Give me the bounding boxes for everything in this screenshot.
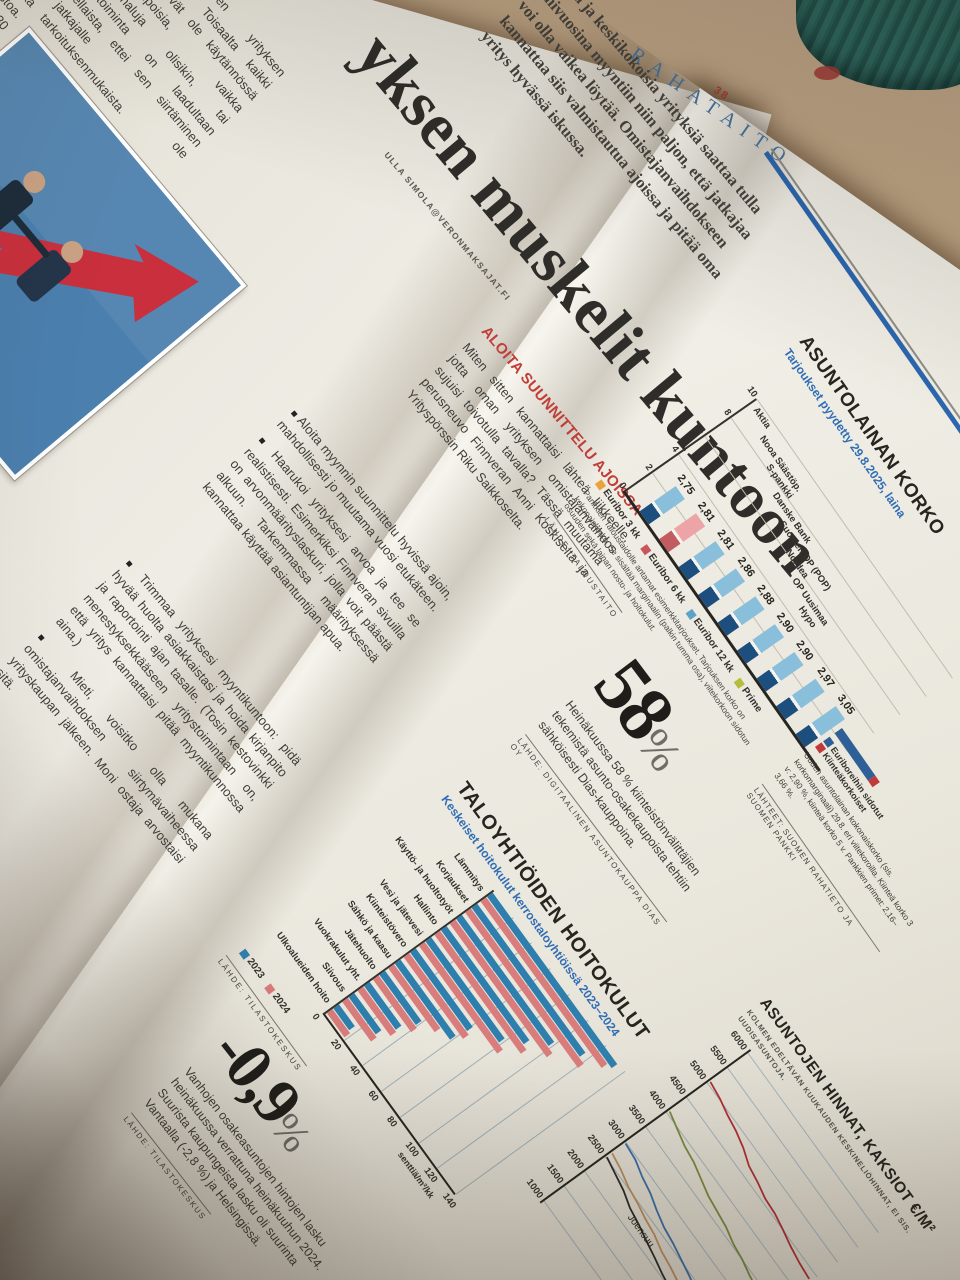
- y-tick-label: 4000: [647, 1088, 668, 1112]
- y-tick-label: 4500: [667, 1073, 688, 1097]
- y-tick-label: 2000: [565, 1147, 586, 1171]
- price-line: [606, 1156, 707, 1280]
- korko-bar: [756, 651, 804, 692]
- y-tick-label: 10: [744, 384, 760, 400]
- x-tick-label: 60: [365, 1088, 381, 1104]
- y-tick-label: 2: [642, 462, 655, 473]
- red-yarn: [814, 66, 840, 80]
- korko-bar: [678, 541, 725, 581]
- korko-bar: [659, 513, 706, 553]
- price-line: [612, 1152, 714, 1280]
- legend-swatch: [640, 543, 652, 555]
- gridline: [686, 1096, 819, 1278]
- legend-swatch: [734, 677, 746, 689]
- legend-swatch: [239, 948, 251, 960]
- x-tick-label: 40: [346, 1063, 362, 1079]
- y-tick-label: 6: [695, 425, 708, 437]
- y-tick-label: 0: [616, 480, 629, 492]
- y-tick-label: 4: [668, 443, 681, 455]
- y-tick-label: 1000: [524, 1177, 545, 1201]
- korko-bar-category: Aktia: [750, 405, 773, 431]
- y-tick-label: 3500: [626, 1103, 647, 1127]
- knit-fabric: [796, 0, 960, 90]
- y-tick-label: 2500: [585, 1132, 606, 1156]
- korko-bar: [639, 486, 685, 525]
- legend-swatch: [264, 983, 276, 995]
- korko-bar: [717, 596, 765, 636]
- y-tick-label: 5000: [687, 1058, 708, 1082]
- x-tick-label: 0: [309, 1011, 322, 1023]
- y-tick-label: 3000: [606, 1118, 627, 1142]
- y-tick-label: 8: [721, 407, 734, 418]
- x-tick-label: 80: [384, 1114, 400, 1130]
- korko-bar: [737, 623, 785, 664]
- x-tick-label: 20: [328, 1037, 344, 1053]
- y-tick-label: 1500: [545, 1162, 566, 1186]
- korko-bar: [698, 568, 745, 608]
- y-tick-label: 5500: [708, 1044, 729, 1068]
- legend-swatch: [685, 608, 697, 620]
